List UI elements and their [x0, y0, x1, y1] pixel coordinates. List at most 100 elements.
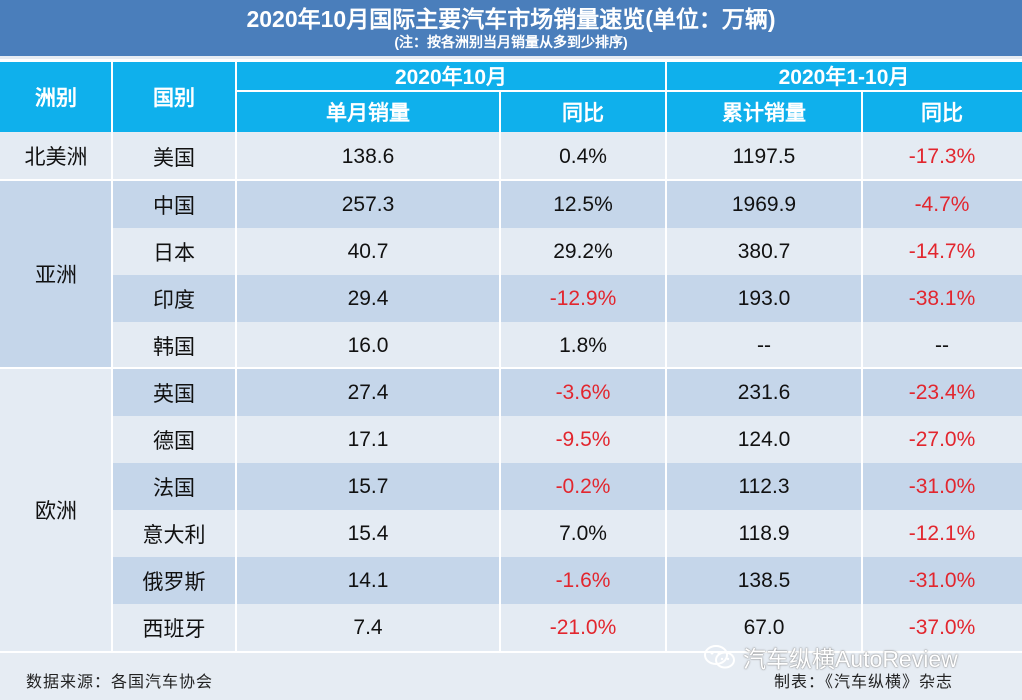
divider	[0, 59, 1022, 62]
yoy-month-cell: 7.0%	[559, 521, 607, 545]
country-cell: 德国	[153, 429, 195, 453]
continent-cell: 欧洲	[0, 368, 112, 652]
table-row	[112, 604, 1022, 651]
country-cell: 法国	[153, 476, 195, 500]
divider	[499, 132, 501, 652]
header-yoy-month: 同比	[562, 102, 604, 125]
header-cumulative-sales: 累计销量	[722, 102, 806, 125]
yoy-month-cell: -3.6%	[555, 380, 611, 404]
divider	[861, 92, 863, 132]
monthly-sales-cell: 40.7	[347, 239, 389, 263]
yoy-month-cell: 1.8%	[559, 333, 607, 357]
divider	[235, 132, 237, 652]
table-row	[112, 557, 1022, 604]
country-cell: 西班牙	[142, 617, 206, 641]
divider	[111, 132, 113, 652]
country-cell: 日本	[153, 241, 195, 265]
yoy-month-cell: -1.6%	[555, 568, 611, 592]
divider	[665, 132, 667, 652]
table-title: 2020年10月国际主要汽车市场销量速览(单位：万辆)	[246, 6, 776, 32]
footer-source: 数据来源：各国汽车协会	[26, 674, 214, 691]
monthly-sales-cell: 17.1	[347, 427, 389, 451]
country-cell: 美国	[153, 146, 195, 170]
country-cell: 英国	[153, 382, 195, 406]
cumulative-sales-cell: 231.6	[737, 380, 791, 404]
yoy-ytd-cell: -17.3%	[908, 144, 976, 168]
cumulative-sales-cell: 112.3	[738, 474, 790, 498]
title-bar: 2020年10月国际主要汽车市场销量速览(单位：万辆) (注：按各洲别当月销量从…	[0, 0, 1022, 56]
watermark-text: 汽车纵横AutoReview	[743, 646, 958, 672]
cumulative-sales-cell: 380.7	[737, 239, 791, 263]
cumulative-sales-cell: --	[757, 333, 771, 357]
table-header	[0, 60, 1022, 132]
continent-cell: 北美洲	[0, 133, 112, 179]
cumulative-sales-cell: 124.0	[737, 427, 791, 451]
divider	[235, 62, 237, 132]
country-cell: 中国	[153, 194, 195, 218]
yoy-month-cell: -21.0%	[549, 615, 617, 639]
footer-maker: 制表：《汽车纵横》杂志	[774, 674, 954, 691]
cumulative-sales-cell: 138.5	[737, 568, 791, 592]
monthly-sales-cell: 15.7	[347, 474, 389, 498]
country-cell: 俄罗斯	[142, 570, 206, 594]
cumulative-sales-cell: 1969.9	[731, 192, 797, 216]
monthly-sales-cell: 27.4	[347, 380, 389, 404]
monthly-sales-cell: 7.4	[353, 615, 383, 639]
header-period-month: 2020年10月	[394, 66, 508, 89]
country-cell: 韩国	[153, 335, 195, 359]
table-row	[112, 181, 1022, 228]
yoy-ytd-cell: -12.1%	[908, 521, 976, 545]
table-row	[112, 463, 1022, 510]
table-row	[112, 322, 1022, 369]
header-continent: 洲别	[35, 87, 77, 110]
watermark: 汽车纵横AutoReview	[703, 640, 958, 674]
monthly-sales-cell: 15.4	[347, 521, 389, 545]
header-period-ytd: 2020年1-10月	[778, 66, 910, 89]
yoy-month-cell: 12.5%	[553, 192, 613, 216]
divider	[0, 179, 1022, 181]
yoy-ytd-cell: -14.7%	[908, 239, 976, 263]
table-row	[112, 228, 1022, 275]
yoy-ytd-cell: -38.1%	[908, 286, 976, 310]
header-country: 国别	[153, 87, 195, 110]
yoy-ytd-cell: --	[935, 333, 949, 357]
monthly-sales-cell: 138.6	[341, 144, 395, 168]
yoy-ytd-cell: -31.0%	[908, 568, 976, 592]
cumulative-sales-cell: 1197.5	[732, 144, 796, 168]
divider	[665, 62, 667, 132]
monthly-sales-cell: 29.4	[347, 286, 389, 310]
yoy-month-cell: 0.4%	[559, 144, 607, 168]
wechat-icon	[704, 645, 735, 669]
table-row	[112, 416, 1022, 463]
monthly-sales-cell: 14.1	[347, 568, 389, 592]
monthly-sales-cell: 16.0	[347, 333, 389, 357]
divider	[861, 132, 863, 652]
cumulative-sales-cell: 193.0	[737, 286, 791, 310]
yoy-ytd-cell: -37.0%	[908, 615, 976, 639]
cumulative-sales-cell: 67.0	[743, 615, 785, 639]
header-monthly-sales: 单月销量	[326, 102, 410, 125]
divider	[0, 651, 1022, 653]
table-row	[112, 133, 1022, 180]
cumulative-sales-cell: 118.9	[738, 521, 790, 545]
yoy-month-cell: -12.9%	[549, 286, 617, 310]
yoy-month-cell: 29.2%	[553, 239, 613, 263]
table-row	[112, 510, 1022, 557]
yoy-ytd-cell: -23.4%	[908, 380, 976, 404]
table-row	[112, 275, 1022, 322]
table-row	[112, 369, 1022, 416]
yoy-ytd-cell: -4.7%	[914, 192, 970, 216]
country-cell: 印度	[153, 288, 195, 312]
continent-cell: 亚洲	[0, 181, 112, 367]
yoy-ytd-cell: -27.0%	[908, 427, 976, 451]
header-yoy-ytd: 同比	[921, 102, 963, 125]
divider	[0, 367, 1022, 369]
yoy-month-cell: -9.5%	[555, 427, 611, 451]
monthly-sales-cell: 257.3	[341, 192, 395, 216]
country-cell: 意大利	[142, 523, 206, 547]
yoy-ytd-cell: -31.0%	[908, 474, 976, 498]
divider	[499, 92, 501, 132]
yoy-month-cell: -0.2%	[555, 474, 611, 498]
divider	[236, 90, 1022, 92]
table-note: (注：按各洲别当月销量从多到少排序)	[394, 34, 628, 50]
